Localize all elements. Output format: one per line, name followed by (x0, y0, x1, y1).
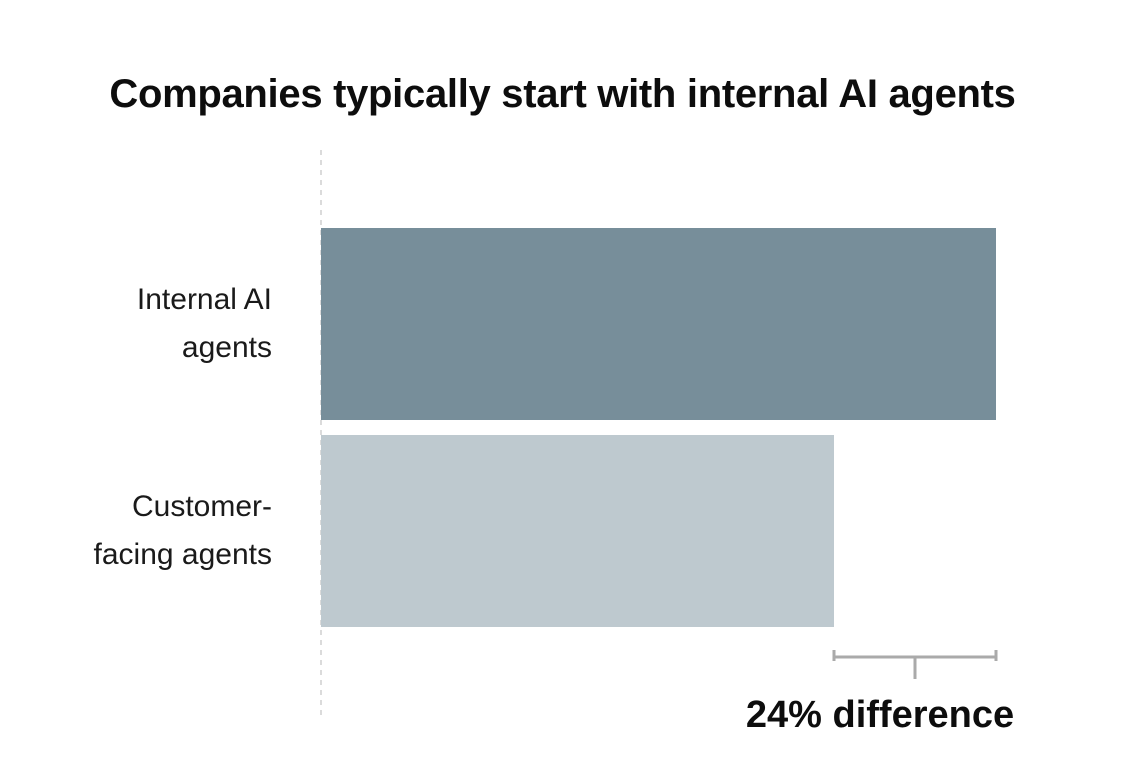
category-label-0: Internal AI agents (136, 283, 272, 364)
difference-annotation: 24% difference (745, 694, 1015, 736)
chart-title: Companies typically start with internal … (109, 72, 1016, 116)
category-label-1: Customer- facing agents (93, 490, 272, 571)
bar-0 (321, 228, 996, 420)
bar-1 (321, 435, 834, 627)
